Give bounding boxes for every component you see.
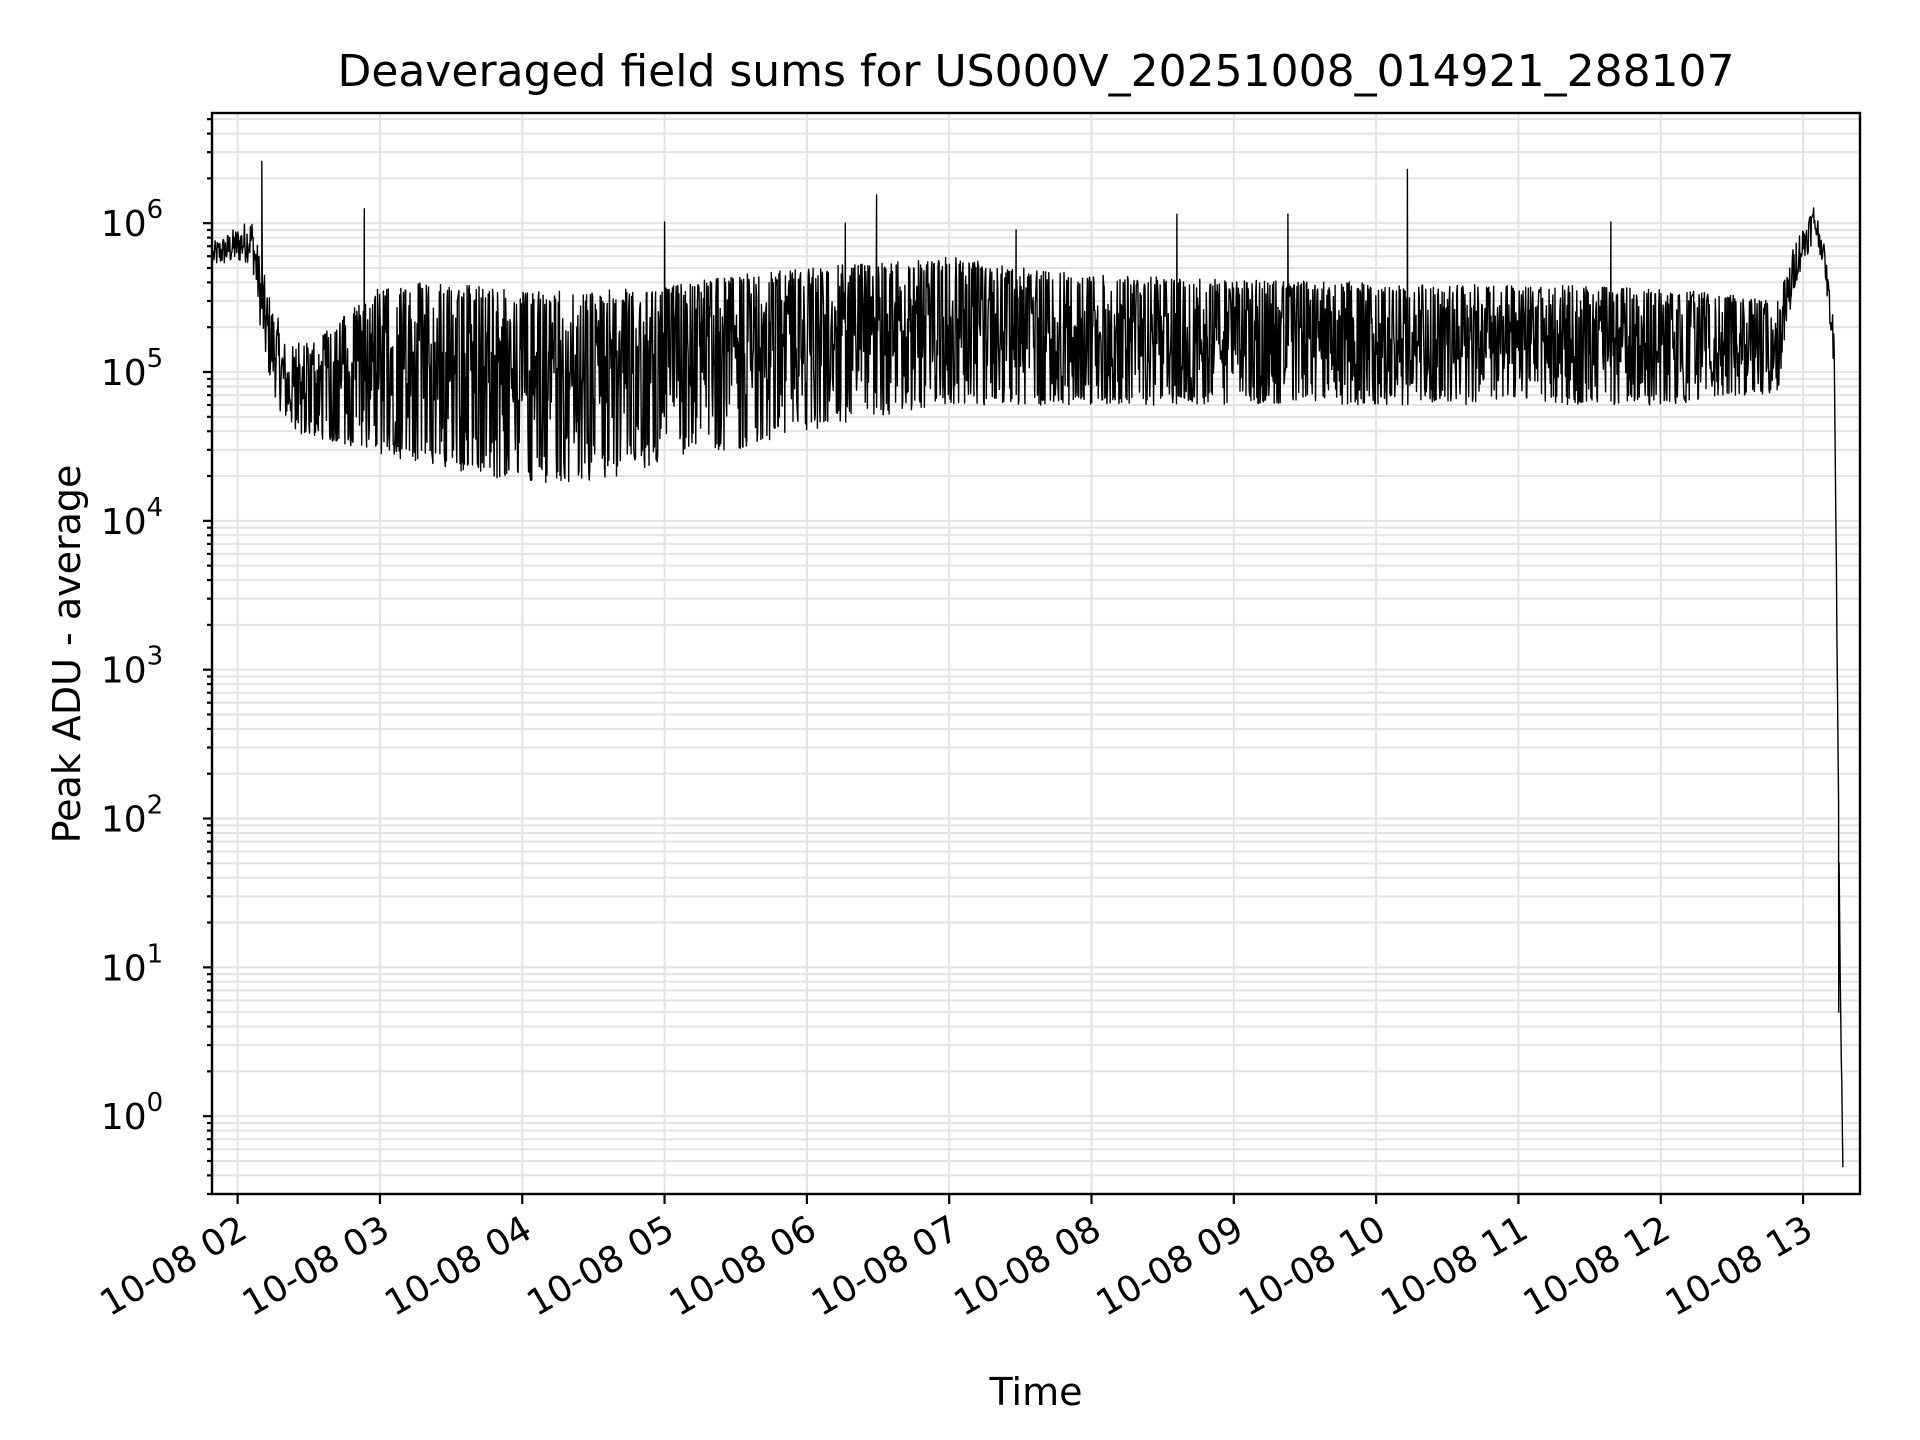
y-axis-ticks: 100 101 102 103 104 105 106 [101,118,212,1196]
series-line [212,160,1844,1168]
y-tick-label: 106 [101,195,163,245]
plot-area-frame [210,111,1862,1196]
chart-title: Deaveraged field sums for US000V_2025100… [337,46,1734,97]
y-tick-label: 104 [101,493,163,543]
y-axis-label: Peak ADU - average [45,465,89,844]
y-tick-label: 100 [101,1088,163,1138]
x-axis-label: Time [989,1370,1083,1414]
y-tick-label: 101 [101,939,163,989]
minor-gridlines [212,118,1860,1195]
y-tick-label: 103 [101,642,163,692]
y-tick-label: 102 [101,791,163,841]
series-layer [212,160,1844,1168]
y-tick-label: 105 [101,344,163,394]
